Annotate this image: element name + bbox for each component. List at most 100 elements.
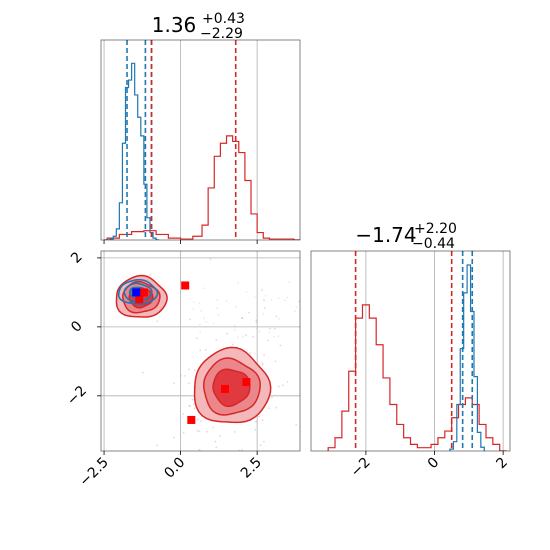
scatter-point [209, 258, 212, 261]
scatter-point [156, 444, 159, 447]
scatter-point [191, 398, 194, 401]
scatter-point [233, 324, 236, 327]
scatter-point [254, 296, 256, 299]
scatter-point [261, 289, 263, 292]
marker-red [220, 384, 229, 393]
scatter-point [302, 420, 304, 422]
y-tick-label-param2: 0 [68, 318, 86, 336]
scatter-point [263, 440, 265, 443]
hist-panel-param1-ticks [103, 240, 258, 244]
scatter-point [264, 295, 267, 297]
x-tick-label-param2: 0 [425, 455, 443, 473]
scatter-point [182, 431, 185, 434]
scatter-point [225, 300, 228, 302]
scatter-point [282, 384, 284, 387]
scatter-point [258, 415, 260, 418]
hist-panel-param2-bg [311, 251, 510, 451]
joint-panel: −2.5 0.0 2.5 −2 0 2 [64, 249, 308, 490]
scatter-point [226, 332, 229, 335]
scatter-point [277, 385, 280, 388]
scatter-point [199, 324, 201, 326]
scatter-point [268, 331, 271, 334]
scatter-point [212, 426, 215, 429]
scatter-point [149, 273, 152, 276]
marker-red [139, 288, 148, 297]
scatter-point [241, 335, 244, 338]
scatter-point [196, 429, 199, 432]
hist-panel-param1: 1.36 +0.43 −2.29 [100, 11, 301, 244]
scatter-point [267, 407, 270, 410]
scatter-point [219, 435, 221, 437]
scatter-point [263, 307, 266, 310]
scatter-point [248, 311, 250, 314]
hist-panel-param2-ticks: −2 0 2 [348, 451, 511, 480]
scatter-point [189, 404, 192, 407]
scatter-point [241, 449, 243, 451]
scatter-point [193, 407, 196, 410]
scatter-point [216, 299, 218, 301]
y-tick-label-param2: −2 [64, 383, 90, 409]
scatter-point [279, 344, 282, 347]
scatter-point [245, 291, 248, 293]
title-param1-value: 1.36 [152, 13, 197, 37]
marker-red [242, 378, 251, 387]
scatter-point [275, 315, 278, 318]
title-param2-value: −1.74 [355, 223, 416, 247]
scatter-point [245, 334, 247, 336]
scatter-point [270, 299, 273, 301]
hist-panel-param2-marks [327, 251, 507, 451]
scatter-point [286, 296, 289, 299]
scatter-point [277, 335, 280, 337]
marker-red [135, 295, 144, 304]
hist-param2-red [327, 304, 507, 451]
hist-panel-param2: −2 0 2 −1.74 +2.20 −0.44 [310, 221, 511, 480]
scatter-point [205, 321, 208, 323]
scatter-point [173, 436, 176, 439]
scatter-point [200, 310, 202, 312]
scatter-point [278, 317, 280, 320]
scatter-point [193, 369, 196, 372]
scatter-point [269, 327, 271, 330]
scatter-point [255, 327, 258, 330]
scatter-point [255, 321, 258, 323]
hist-param1-red [106, 135, 300, 240]
scatter-point [142, 371, 144, 374]
scatter-point [271, 396, 273, 399]
scatter-point [294, 310, 296, 312]
title-param2-minus: −0.44 [412, 236, 455, 252]
scatter-point [273, 335, 275, 338]
scatter-point [182, 413, 184, 415]
scatter-point [255, 421, 258, 423]
scatter-point [237, 336, 239, 338]
x-tick-label-param1: 0.0 [161, 455, 188, 482]
scatter-point [261, 361, 264, 364]
hist-panel-param1-frame [100, 39, 301, 241]
scatter-point [263, 354, 265, 357]
scatter-point [274, 360, 277, 363]
hist-panel-param1-bg [101, 40, 300, 240]
scatter-point [198, 448, 201, 451]
joint-panel-frame [100, 250, 301, 452]
scatter-point [200, 419, 203, 422]
scatter-point [203, 317, 206, 320]
scatter-point [184, 374, 186, 377]
marker-red [187, 415, 196, 424]
hist-panel-param2-grid [365, 251, 504, 451]
scatter-point [215, 446, 218, 449]
scatter-point [233, 329, 236, 331]
scatter-point [189, 318, 192, 321]
scatter-point [216, 307, 219, 310]
x-tick-label-param2: 2 [493, 455, 511, 473]
scatter-point [261, 363, 264, 366]
x-tick-label-param1: 2.5 [238, 455, 265, 482]
scatter-point [233, 430, 236, 433]
scatter-point [260, 288, 263, 291]
scatter-point [277, 297, 280, 299]
scatter-point [204, 349, 207, 351]
scatter-point [180, 375, 182, 377]
x-tick-label-param2: −2 [348, 455, 374, 481]
scatter-point [232, 343, 234, 346]
scatter-point [306, 315, 308, 317]
scatter-point [188, 405, 190, 407]
